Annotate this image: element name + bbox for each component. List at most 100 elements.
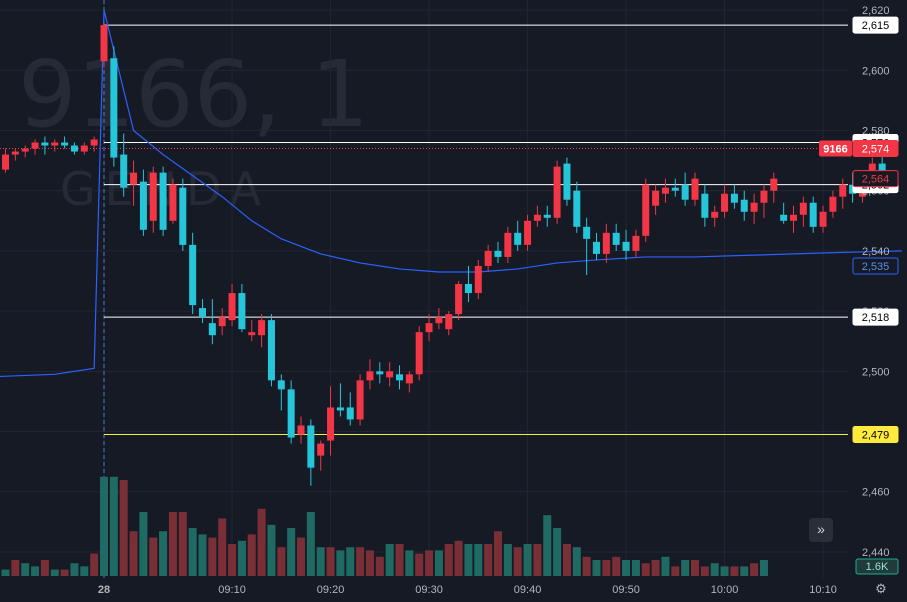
candle-body bbox=[543, 214, 551, 218]
volume-bar bbox=[247, 534, 256, 576]
candle-body bbox=[721, 193, 729, 212]
candle bbox=[208, 299, 216, 345]
candle-body bbox=[218, 317, 226, 327]
candle-body bbox=[474, 265, 482, 294]
price-axis[interactable]: 2,4402,4602,4802,5002,5202,5402,5602,580… bbox=[862, 5, 890, 559]
volume-bar bbox=[759, 560, 768, 576]
x-tick-label: 09:20 bbox=[317, 584, 345, 596]
candle bbox=[267, 314, 275, 387]
candle-body bbox=[120, 154, 128, 188]
volume-bar bbox=[100, 476, 108, 576]
candle-body bbox=[780, 214, 788, 221]
candle bbox=[553, 160, 561, 224]
candle-body bbox=[494, 250, 502, 257]
price-level-label: 2,615 bbox=[852, 16, 899, 34]
volume-bar bbox=[562, 544, 571, 576]
price-level-label-bg bbox=[852, 426, 899, 444]
candle-body bbox=[553, 166, 561, 218]
candle bbox=[829, 190, 837, 218]
candle bbox=[494, 241, 502, 263]
candle-body bbox=[61, 142, 69, 146]
candle bbox=[504, 226, 512, 263]
candle bbox=[21, 145, 29, 158]
candle-body bbox=[258, 320, 266, 336]
volume-bar bbox=[425, 550, 434, 576]
candle bbox=[642, 178, 650, 242]
candle-body bbox=[514, 232, 522, 245]
volume-bar bbox=[129, 531, 138, 576]
candle bbox=[80, 142, 88, 155]
candle-body bbox=[110, 58, 118, 158]
candle-body bbox=[31, 142, 39, 149]
candle bbox=[514, 220, 522, 251]
candle-body bbox=[819, 211, 827, 227]
candle bbox=[70, 142, 78, 155]
volume-bar bbox=[543, 515, 552, 576]
candle-body bbox=[415, 332, 423, 375]
volume-bar bbox=[513, 547, 522, 576]
price-564-label-bg bbox=[852, 170, 899, 188]
volume-bar bbox=[750, 563, 759, 576]
volume-bar bbox=[375, 556, 384, 576]
candle-body bbox=[484, 250, 492, 266]
volume-bar bbox=[444, 544, 453, 576]
candle bbox=[760, 184, 768, 218]
volume-bar bbox=[70, 563, 79, 576]
candle bbox=[533, 205, 541, 227]
settings-gear-icon[interactable]: ⚙ bbox=[875, 581, 887, 596]
volume-bar bbox=[287, 528, 296, 576]
volume-bar bbox=[454, 540, 463, 576]
volume-bar bbox=[415, 553, 424, 576]
y-tick-label: 2,500 bbox=[862, 366, 890, 378]
symbol-tag-text: 9166 bbox=[823, 144, 847, 156]
candle-body bbox=[711, 211, 719, 218]
x-tick-label: 28 bbox=[98, 584, 110, 596]
candle bbox=[799, 196, 807, 227]
candle bbox=[632, 229, 640, 257]
x-tick-label: 10:00 bbox=[711, 584, 739, 596]
price-564-label: 2,564 bbox=[852, 170, 899, 188]
price-level-lines[interactable] bbox=[0, 24, 848, 436]
candle bbox=[307, 419, 315, 486]
volume-bar bbox=[661, 556, 670, 576]
volume-bar bbox=[149, 537, 158, 576]
candle-body bbox=[130, 172, 138, 185]
candle-body bbox=[336, 407, 344, 411]
candle-body bbox=[790, 214, 797, 221]
candle bbox=[248, 320, 256, 342]
candle-body bbox=[740, 199, 748, 212]
scroll-to-realtime-button[interactable]: » bbox=[809, 518, 833, 542]
volume-bar bbox=[730, 566, 739, 576]
price-level-label-bg bbox=[852, 308, 899, 326]
vwap-value-label-text: 2,535 bbox=[862, 261, 890, 273]
candle-body bbox=[248, 332, 256, 336]
candle bbox=[238, 284, 246, 333]
candle-body bbox=[169, 184, 177, 221]
candle bbox=[435, 308, 443, 330]
volume-bar bbox=[631, 560, 640, 576]
symbol-watermark: 9166, 1 GENDA bbox=[18, 41, 369, 216]
candle-body bbox=[179, 187, 187, 245]
volume-bar bbox=[592, 560, 601, 576]
volume-label-text: 1.6K bbox=[866, 561, 889, 573]
volume-bar bbox=[572, 547, 581, 576]
candle bbox=[573, 181, 581, 233]
volume-bar bbox=[90, 553, 99, 576]
candle bbox=[218, 308, 226, 336]
candle bbox=[464, 265, 472, 303]
price-564-label-text: 2,564 bbox=[862, 174, 890, 186]
candle-body bbox=[435, 317, 443, 324]
candle bbox=[425, 314, 433, 342]
volume-bar bbox=[119, 480, 128, 576]
volume-bar bbox=[622, 560, 631, 576]
candle bbox=[376, 362, 384, 384]
candle bbox=[583, 217, 591, 275]
candle bbox=[297, 416, 305, 444]
candle bbox=[199, 299, 206, 324]
volume-bar bbox=[671, 566, 680, 576]
volume-bar bbox=[365, 550, 374, 576]
candle-body bbox=[2, 154, 9, 170]
